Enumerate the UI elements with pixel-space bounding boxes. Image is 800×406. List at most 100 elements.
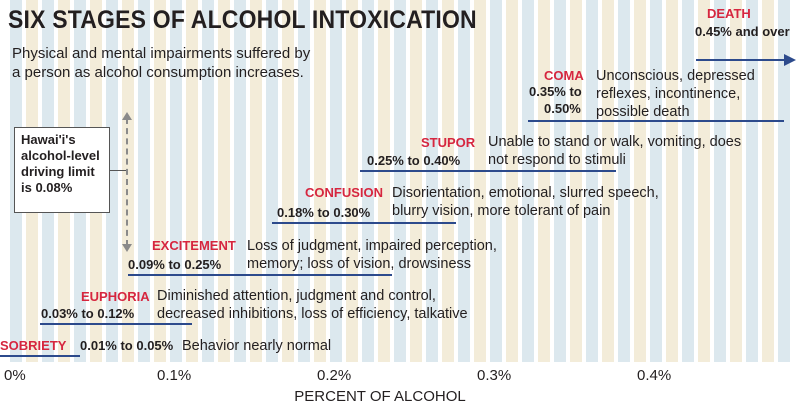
stage-desc-coma-line3: possible death	[596, 104, 690, 120]
stage-bar-coma	[528, 120, 784, 122]
background-stripe	[730, 0, 742, 362]
x-tick-0: 0%	[4, 367, 26, 384]
driving-limit-line4: is 0.08%	[21, 180, 73, 195]
background-stripe	[586, 0, 598, 362]
background-stripe	[778, 0, 790, 362]
background-stripe	[250, 0, 262, 362]
background-stripe	[490, 0, 502, 362]
background-stripe	[186, 0, 198, 362]
background-stripe	[618, 0, 630, 362]
driving-limit-box: Hawai'i's alcohol-level driving limit is…	[14, 127, 110, 213]
background-stripe	[346, 0, 358, 362]
x-tick-3: 0.3%	[477, 367, 512, 384]
stage-name-sobriety: SOBRIETY	[0, 338, 67, 353]
background-stripe	[122, 0, 134, 362]
background-stripe	[474, 0, 486, 362]
driving-limit-arrow-up-icon	[122, 112, 132, 120]
background-stripe	[298, 0, 310, 362]
stage-desc-stupor-line1: Unable to stand or walk, vomiting, does	[488, 134, 742, 150]
stage-desc-excitement-line2: memory; loss of vision, drowsiness	[247, 256, 472, 272]
background-stripe	[218, 0, 230, 362]
background-stripe	[762, 0, 774, 362]
stage-desc-euphoria: Diminished attention, judgment and contr…	[157, 287, 468, 323]
background-stripe	[570, 0, 582, 362]
background-stripe	[154, 0, 166, 362]
background-stripe	[442, 0, 454, 362]
background-stripe	[634, 0, 646, 362]
background-stripe	[682, 0, 694, 362]
stage-range-euphoria: 0.03% to 0.12%	[41, 306, 135, 321]
background-stripe	[426, 0, 438, 362]
stage-name-excitement: EXCITEMENT	[152, 238, 236, 253]
background-stripe	[458, 0, 470, 362]
stage-desc-euphoria-line1: Diminished attention, judgment and contr…	[157, 288, 436, 304]
background-stripe	[394, 0, 406, 362]
stage-desc-confusion-line2: blurry vision, more tolerant of pain	[392, 203, 611, 219]
x-tick-4: 0.4%	[637, 367, 672, 384]
stage-desc-euphoria-line2: decreased inhibitions, loss of efficienc…	[157, 306, 468, 322]
chart-subtitle: Physical and mental impairments suffered…	[12, 45, 311, 81]
stage-desc-sobriety: Behavior nearly normal	[182, 338, 332, 354]
background-stripe	[666, 0, 678, 362]
stage-desc-stupor: Unable to stand or walk, vomiting, does …	[488, 133, 741, 169]
stage-range-coma-line2: 0.50%	[544, 101, 581, 116]
background-stripe	[282, 0, 294, 362]
stage-bar-stupor	[360, 170, 616, 172]
background-stripe	[506, 0, 518, 362]
background-stripe	[314, 0, 326, 362]
driving-limit-line1: Hawai'i's	[21, 132, 76, 147]
background-stripe	[410, 0, 422, 362]
background-stripe	[330, 0, 342, 362]
background-stripe	[538, 0, 550, 362]
stage-bar-confusion	[272, 222, 456, 224]
stage-name-death: DEATH	[707, 6, 751, 21]
background-stripe	[266, 0, 278, 362]
stage-desc-coma-line1: Unconscious, depressed	[596, 68, 755, 84]
stage-bar-euphoria	[40, 323, 192, 325]
stage-name-coma: COMA	[544, 68, 584, 83]
stage-desc-confusion-line1: Disorientation, emotional, slurred speec…	[392, 185, 659, 201]
background-stripe	[554, 0, 566, 362]
background-stripe	[234, 0, 246, 362]
background-stripe	[202, 0, 214, 362]
chart-title: SIX STAGES OF ALCOHOL INTOXICATION	[8, 6, 477, 34]
driving-limit-line3: driving limit	[21, 164, 95, 179]
driving-limit-arrow-down-icon	[122, 244, 132, 252]
stage-bar-death	[696, 59, 786, 61]
x-axis-label: PERCENT OF ALCOHOL	[294, 388, 466, 405]
stage-name-confusion: CONFUSION	[305, 185, 383, 200]
driving-limit-connector	[110, 170, 126, 171]
stage-bar-excitement	[128, 274, 392, 276]
background-stripe	[378, 0, 390, 362]
stage-desc-coma: Unconscious, depressed reflexes, inconti…	[596, 67, 755, 121]
background-stripe	[714, 0, 726, 362]
background-stripe	[650, 0, 662, 362]
background-stripe	[170, 0, 182, 362]
stage-range-excitement: 0.09% to 0.25%	[128, 257, 222, 272]
stage-range-confusion: 0.18% to 0.30%	[277, 205, 371, 220]
stage-desc-stupor-line2: not respond to stimuli	[488, 152, 626, 168]
stage-desc-confusion: Disorientation, emotional, slurred speec…	[392, 184, 659, 220]
death-arrow-icon	[784, 54, 796, 66]
driving-limit-line2: alcohol-level	[21, 148, 100, 163]
stage-range-sobriety: 0.01% to 0.05%	[80, 338, 174, 353]
stage-range-coma-line1: 0.35% to	[529, 84, 582, 99]
x-tick-2: 0.2%	[317, 367, 352, 384]
background-stripe	[138, 0, 150, 362]
background-stripe	[362, 0, 374, 362]
stage-name-euphoria: EUPHORIA	[81, 289, 150, 304]
background-stripe	[602, 0, 614, 362]
stage-range-death: 0.45% and over	[695, 24, 790, 39]
stage-bar-sobriety	[0, 355, 80, 357]
background-stripe	[522, 0, 534, 362]
background-stripe	[106, 0, 118, 362]
stage-desc-excitement-line1: Loss of judgment, impaired perception,	[247, 238, 497, 254]
background-stripe	[746, 0, 758, 362]
stage-desc-coma-line2: reflexes, incontinence,	[596, 86, 741, 102]
background-stripe	[698, 0, 710, 362]
stage-name-stupor: STUPOR	[421, 135, 476, 150]
driving-limit-marker	[126, 118, 128, 246]
x-tick-1: 0.1%	[157, 367, 192, 384]
stage-desc-excitement: Loss of judgment, impaired perception, m…	[247, 237, 497, 273]
